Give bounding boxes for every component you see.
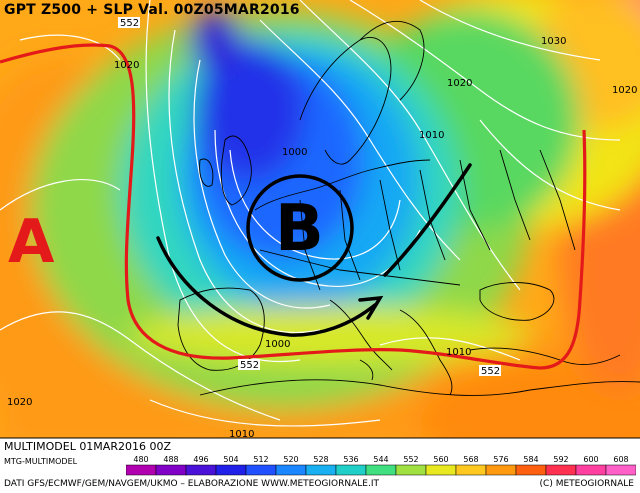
colorbar-swatch — [305, 464, 337, 476]
colorbar-swatch — [275, 464, 307, 476]
colorbar-tick-label: 560 — [433, 455, 448, 464]
pressure-label: 1020 — [114, 60, 139, 71]
colorbar-tick-label: 480 — [133, 455, 148, 464]
pressure-label: 1030 — [541, 36, 566, 47]
flow-arrows — [156, 163, 472, 337]
colorbar-swatch — [485, 464, 517, 476]
colorbar-tick-label: 576 — [493, 455, 508, 464]
pressure-labels: 1020 1030 1020 1010 1000 1000 1010 1020 … — [7, 36, 637, 440]
colorbar-swatch — [185, 464, 217, 476]
colorbar-tick-label: 544 — [373, 455, 388, 464]
colorbar-tick-label: 520 — [283, 455, 298, 464]
colorbar-tick-label: 584 — [523, 455, 538, 464]
geopotential-label: 552 — [240, 360, 259, 371]
colorbar-tick-label: 496 — [193, 455, 208, 464]
pressure-label: 1000 — [282, 147, 307, 158]
colorbar-tick-label: 512 — [253, 455, 268, 464]
colorbar-swatch — [215, 464, 247, 476]
coastlines — [177, 20, 640, 396]
pressure-label: 1010 — [446, 347, 471, 358]
colorbar-tick-label: 528 — [313, 455, 328, 464]
run-label: MULTIMODEL 01MAR2016 00Z — [4, 440, 171, 453]
colorbar-tick-label: 592 — [553, 455, 568, 464]
colorbar-swatch — [395, 464, 427, 476]
colorbar-swatch — [515, 464, 547, 476]
pressure-label: 1010 — [419, 130, 444, 141]
colorbar: 480 488 496 504 512 520 528 536 544 552 560 568 576 5… — [126, 455, 636, 476]
pressure-label: 1000 — [265, 339, 290, 350]
colorbar-tick-label: 536 — [343, 455, 358, 464]
colorbar-swatch — [365, 464, 397, 476]
colorbar-swatch — [605, 464, 636, 476]
colorbar-swatch — [335, 464, 367, 476]
pressure-label: 1020 — [447, 78, 472, 89]
colorbar-swatch — [425, 464, 457, 476]
colorbar-swatch — [155, 464, 187, 476]
colorbar-tick-label: 568 — [463, 455, 478, 464]
pressure-label: 1020 — [612, 85, 637, 96]
geopotential-label: 552 — [481, 366, 500, 377]
model-label: MTG-MULTIMODEL — [4, 457, 78, 466]
colorbar-swatch — [245, 464, 277, 476]
pressure-label: 1010 — [229, 429, 254, 440]
map-title: GPT Z500 + SLP Val. 00Z05MAR2016 — [4, 2, 300, 18]
low-pressure-ring — [246, 174, 354, 282]
pressure-label: 1020 — [7, 397, 32, 408]
geopotential-field — [0, 0, 640, 438]
colorbar-swatch — [575, 464, 607, 476]
low-pressure-marker: B — [275, 192, 324, 266]
high-pressure-marker: A — [8, 207, 55, 277]
colorbar-tick-label: 608 — [613, 455, 628, 464]
colorbar-swatch — [126, 464, 157, 476]
colorbar-tick-label: 600 — [583, 455, 598, 464]
colorbar-tick-label: 552 — [403, 455, 418, 464]
geopotential-label: 552 — [120, 18, 139, 29]
geopotential-labels: 552 552 552 — [118, 17, 501, 377]
colorbar-swatch — [455, 464, 487, 476]
colorbar-swatch — [545, 464, 577, 476]
data-credits: DATI GFS/ECMWF/GEM/NAVGEM/UKMO – ELABORA… — [4, 479, 379, 489]
contour-552 — [0, 43, 587, 370]
copyright: (C) METEOGIORNALE — [539, 479, 634, 489]
colorbar-tick-label: 504 — [223, 455, 238, 464]
colorbar-tick-label: 488 — [163, 455, 178, 464]
